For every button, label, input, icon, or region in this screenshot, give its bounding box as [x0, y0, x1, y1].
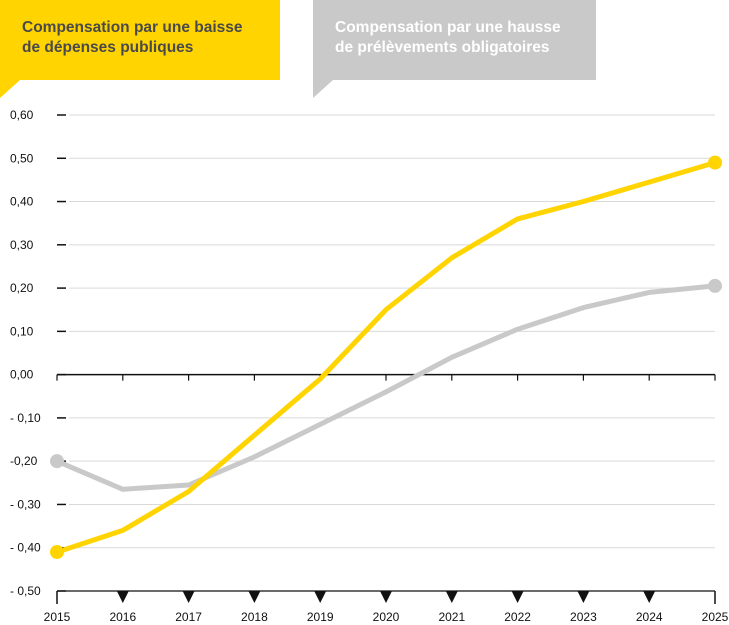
y-tick-label: 0,40: [10, 195, 34, 209]
legend-yellow-pointer: [0, 80, 20, 98]
x-tick-label: 2019: [307, 610, 334, 624]
x-tick-marker: [380, 591, 392, 603]
y-tick-label: 0,00: [10, 368, 34, 382]
series-hausse-prelevements-line: [54, 283, 718, 492]
x-tick-marker: [643, 591, 656, 603]
x-tick-label: 2024: [636, 610, 663, 624]
y-tick-label: 0,30: [10, 238, 34, 252]
y-tick-label: 0,10: [10, 324, 34, 338]
x-tick-label: 2018: [241, 610, 268, 624]
x-tick-marker: [445, 591, 458, 603]
x-tick-label: 2017: [175, 610, 202, 624]
y-tick-label: - 0,10: [10, 411, 41, 425]
legend-gray-pointer: [313, 80, 333, 98]
series-baisse-depenses-start-point: [50, 545, 64, 560]
legend-baisse-depenses-label: Compensation par une baisse de dépenses …: [22, 19, 243, 56]
x-tick-label: 2025: [702, 610, 729, 624]
series-baisse-depenses-line: [54, 160, 718, 555]
x-tick-label: 2021: [438, 610, 465, 624]
x-tick-marker: [511, 591, 524, 603]
series-hausse-prelevements-start-point: [50, 454, 64, 469]
y-tick-label: - 0,50: [10, 584, 41, 598]
legend-hausse-prelevements: Compensation par une hausse de prélèveme…: [313, 0, 596, 80]
series-baisse-depenses-end-point: [708, 155, 722, 170]
y-tick-label: 0,20: [10, 281, 34, 295]
x-tick-marker: [577, 591, 590, 603]
x-tick-marker: [248, 591, 261, 603]
x-tick-marker: [116, 591, 129, 603]
y-tick-label: - 0,30: [10, 497, 41, 511]
x-tick-label: 2020: [373, 610, 400, 624]
y-tick-label: - 0,40: [10, 541, 41, 555]
y-tick-label: -0,20: [10, 454, 38, 468]
x-tick-label: 2016: [109, 610, 136, 624]
x-tick-label: 2023: [570, 610, 597, 624]
x-tick-label: 2022: [504, 610, 531, 624]
x-tick-marker: [314, 591, 327, 603]
y-tick-label: 0,60: [10, 108, 34, 122]
x-tick-label: 2015: [44, 610, 71, 624]
x-tick-marker: [182, 591, 195, 603]
legend-baisse-depenses: Compensation par une baisse de dépenses …: [0, 0, 280, 80]
series-hausse-prelevements-end-point: [708, 278, 722, 293]
y-tick-label: 0,50: [10, 151, 34, 165]
legend-hausse-prelevements-label: Compensation par une hausse de prélèveme…: [335, 19, 561, 56]
